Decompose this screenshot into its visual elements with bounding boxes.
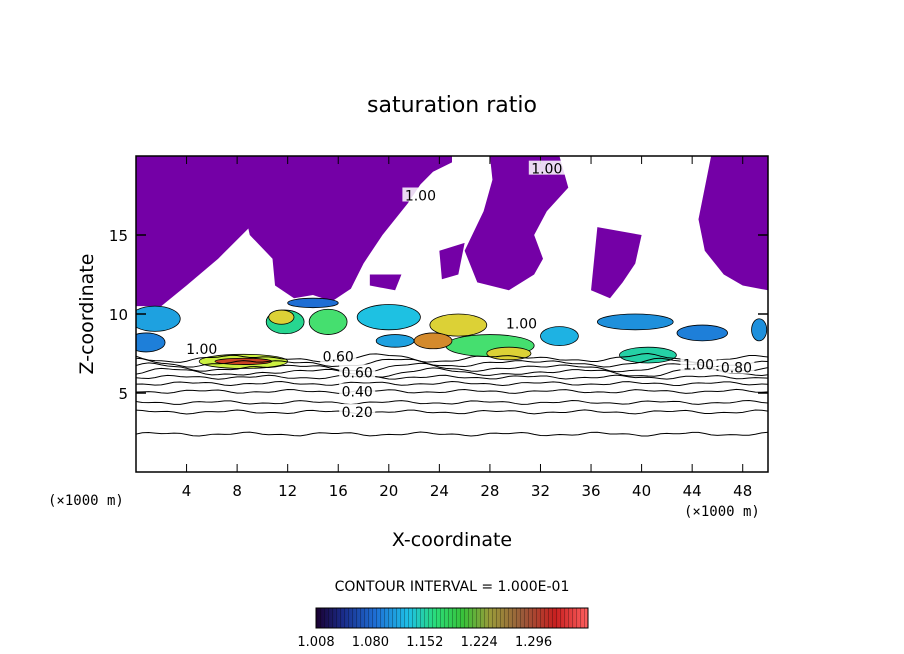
supersaturation-cell	[268, 309, 295, 325]
chart-title: saturation ratio	[367, 93, 537, 118]
x-tick-label: 24	[430, 482, 449, 500]
y-tick-label: 15	[109, 227, 128, 245]
x-unit-left: (×1000 m)	[48, 493, 124, 509]
supersaturation-cell	[136, 305, 181, 332]
x-tick-label: 36	[581, 482, 600, 500]
x-tick-label: 16	[329, 482, 348, 500]
contour-label-bg	[320, 348, 357, 363]
contour-label-bg	[402, 187, 439, 202]
contour-label: 1.00	[531, 162, 562, 178]
contour-line	[136, 362, 768, 373]
contour-label-bg	[528, 160, 565, 175]
x-tick-label: 40	[632, 482, 651, 500]
subsaturated-patch	[591, 227, 642, 299]
contour-line	[136, 357, 768, 368]
subsaturated-patch	[136, 156, 276, 307]
contour-lines	[136, 352, 768, 437]
contour-label: 0.40	[342, 384, 373, 400]
contour-line	[136, 431, 768, 437]
supersaturation-cell	[596, 313, 674, 331]
x-tick-label: 32	[531, 482, 550, 500]
contour-label-bg	[339, 383, 376, 398]
supersaturation-cell	[751, 318, 768, 342]
contour-line	[136, 352, 768, 364]
subsaturated-patch	[439, 242, 465, 280]
subsaturated-patch	[464, 156, 569, 291]
x-tick-label: 44	[683, 482, 702, 500]
contour-line	[136, 388, 768, 394]
subsaturated-region	[136, 156, 768, 307]
x-axis-label: X-coordinate	[392, 529, 512, 551]
x-tick-label: 8	[232, 482, 242, 500]
x-unit-right: (×1000 m)	[684, 504, 760, 520]
supersaturation-cell	[429, 313, 488, 337]
contour-label-bg	[339, 364, 376, 379]
colorbar-frame	[315, 607, 589, 629]
subsaturated-patch	[698, 156, 768, 291]
x-axis-ticks: 4 8 12 16 20 24 28 32 36 40 44 48	[182, 156, 752, 500]
contour-label: 1.00	[405, 189, 436, 205]
y-tick-label: 10	[109, 306, 128, 324]
contour-label: 1.00	[186, 342, 217, 358]
colorbar-tick-label: 1.080	[352, 635, 389, 650]
supersaturation-cell	[619, 346, 677, 364]
contour-labels: 0.20 0.40 0.600.60 0.80 1.00 1.00 1.00 1.00 1.00	[183, 160, 755, 421]
contour-label-bg	[718, 359, 755, 374]
x-tick-label: 48	[733, 482, 752, 500]
contour-line	[136, 367, 768, 378]
colorbar-tick-label: 1.296	[515, 635, 552, 650]
contour-line	[136, 374, 768, 380]
supersaturation-cell	[308, 308, 348, 335]
colorbar-stripes	[316, 608, 588, 628]
contour-label-bg	[503, 315, 540, 330]
contour-label: 0.60	[323, 350, 354, 366]
contour-label: 0.60	[342, 365, 373, 381]
x-tick-label: 12	[278, 482, 297, 500]
plot-area	[136, 156, 768, 437]
contour-label-bg	[183, 340, 220, 355]
contour-label-bg	[680, 356, 717, 371]
colorbar-ticks: 1.008 1.080 1.152 1.224 1.296	[297, 635, 552, 650]
supersaturation-cell	[136, 332, 166, 353]
contour-line	[136, 399, 768, 406]
y-axis-label: Z-coordinate	[76, 254, 98, 375]
x-tick-label: 20	[379, 482, 398, 500]
x-tick-label: 4	[182, 482, 192, 500]
contour-label: 1.00	[506, 316, 537, 332]
subsaturated-patch	[243, 156, 452, 302]
colorbar-tick-label: 1.152	[406, 635, 443, 650]
contour-label: 0.80	[721, 361, 752, 377]
colorbar-tick-label: 1.224	[461, 635, 498, 650]
supersaturation-cell	[676, 324, 728, 342]
supersaturation-cell	[287, 297, 339, 309]
contour-line	[136, 380, 768, 386]
colorbar: 1.008 1.080 1.152 1.224 1.296	[297, 607, 589, 650]
supersaturation-cell	[413, 332, 453, 350]
y-axis-ticks: 5 10 15	[109, 227, 768, 403]
x-tick-label: 28	[480, 482, 499, 500]
contour-interval-text: CONTOUR INTERVAL = 1.000E-01	[335, 579, 570, 595]
subsaturated-patch	[369, 274, 402, 291]
contour-line	[136, 409, 768, 415]
contour-label: 1.00	[683, 358, 714, 374]
supersaturation-field	[136, 297, 768, 369]
supersaturation-cell	[540, 326, 579, 346]
contour-label: 0.20	[342, 405, 373, 421]
supersaturation-cell	[375, 334, 415, 348]
supersaturation-cell	[356, 304, 421, 331]
y-tick-label: 5	[118, 385, 128, 403]
colorbar-tick-label: 1.008	[297, 635, 334, 650]
contour-label-bg	[339, 403, 376, 418]
